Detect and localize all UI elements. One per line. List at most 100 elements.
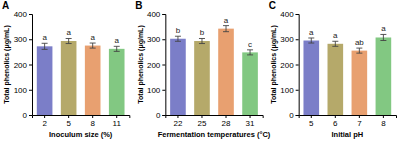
y-tick-label: 100 — [147, 86, 161, 95]
y-tick: 100 — [280, 86, 298, 95]
y-tick-mark — [29, 115, 32, 116]
error-bar-cap — [332, 46, 338, 47]
y-tick: 200 — [147, 61, 165, 70]
x-tick-mark — [116, 115, 117, 118]
y-axis: 0 100 200 300 400 — [280, 10, 299, 120]
y-tick: 100 — [14, 86, 32, 95]
annotations: aaaa — [42, 28, 119, 45]
y-axis-line — [162, 15, 166, 116]
y-axis-title: Total phenolics (μg/mL) — [3, 25, 11, 103]
panel-label: A — [2, 0, 9, 11]
y-tick-mark — [296, 14, 299, 15]
error-bar — [308, 38, 314, 43]
x-tick-label: 8 — [90, 119, 95, 128]
x-axis-line — [33, 116, 130, 119]
y-tick-label: 0 — [289, 111, 294, 120]
error-bar — [66, 38, 72, 43]
panel-label: B — [135, 0, 142, 11]
error-bar-stem — [44, 43, 45, 49]
x-tick-mark — [383, 115, 384, 118]
marks — [303, 34, 391, 115]
error-bar-cap — [66, 43, 72, 44]
y-tick-mark — [29, 90, 32, 91]
x-tick: 8 — [381, 115, 386, 128]
bar — [242, 52, 258, 115]
y-tick: 0 — [156, 111, 165, 120]
error-bar-cap — [66, 38, 72, 39]
significance-label: a — [381, 24, 386, 33]
panel: 01002003004005678aaabaInitial pHTotal ph… — [269, 0, 397, 139]
y-tick-label: 0 — [23, 111, 28, 120]
y-tick-label: 100 — [14, 86, 28, 95]
y-tick-mark — [29, 39, 32, 40]
bar — [37, 46, 53, 115]
error-bar-stem — [201, 38, 202, 43]
x-axis-line — [166, 116, 263, 119]
error-bar-cap — [175, 36, 181, 37]
error-bar-cap — [308, 43, 314, 44]
y-tick-label: 200 — [14, 61, 28, 70]
error-bar-stem — [335, 41, 336, 46]
error-bar-cap — [42, 49, 48, 50]
bar — [376, 37, 392, 115]
error-bar-stem — [359, 48, 360, 53]
error-bar — [42, 43, 48, 49]
y-axis-line — [296, 15, 300, 116]
y-tick-mark — [162, 90, 165, 91]
x-tick-label: 25 — [198, 119, 207, 128]
error-bar — [356, 48, 362, 53]
x-tick-label: 5 — [66, 119, 71, 128]
y-tick: 200 — [14, 61, 32, 70]
y-tick-mark — [29, 14, 32, 15]
error-bar-cap — [356, 48, 362, 49]
x-tick: 7 — [357, 115, 362, 128]
x-tick-mark — [250, 115, 251, 118]
y-tick-mark — [296, 65, 299, 66]
bar — [85, 46, 101, 115]
error-bar — [332, 41, 338, 46]
x-tick-mark — [359, 115, 360, 118]
y-tick-label: 300 — [280, 35, 294, 44]
y-tick: 200 — [280, 61, 298, 70]
bar — [170, 39, 186, 115]
y-tick-label: 400 — [280, 10, 294, 19]
y-tick-mark — [162, 65, 165, 66]
y-tick: 400 — [280, 10, 298, 19]
bar — [303, 41, 319, 115]
error-bar-cap — [247, 54, 253, 55]
x-tick-label: 6 — [333, 119, 338, 128]
error-bar-stem — [92, 43, 93, 48]
error-bar-cap — [199, 43, 205, 44]
y-tick: 100 — [147, 86, 165, 95]
x-tick: 31 — [246, 115, 255, 128]
x-axis-title: Initial pH — [331, 130, 363, 139]
error-bar-cap — [42, 43, 48, 44]
x-tick-mark — [44, 115, 45, 118]
y-tick-mark — [162, 115, 165, 116]
error-bar-stem — [226, 26, 227, 32]
y-tick-label: 300 — [147, 35, 161, 44]
error-bar — [223, 26, 229, 32]
x-axis: 25811 — [33, 115, 130, 128]
bar — [194, 41, 210, 115]
annotations: bbac — [176, 16, 252, 49]
x-axis: 22252831 — [166, 115, 263, 128]
error-bar-cap — [199, 38, 205, 39]
bar — [61, 41, 77, 115]
x-tick-mark — [92, 115, 93, 118]
plot-area: 0 100 200 300 400 22252831 bbac — [147, 10, 263, 128]
y-tick: 0 — [23, 111, 32, 120]
error-bar — [380, 34, 386, 40]
x-tick-label: 8 — [381, 119, 386, 128]
y-tick-mark — [296, 90, 299, 91]
x-tick: 6 — [333, 115, 338, 128]
error-bar — [199, 38, 205, 43]
y-tick: 400 — [147, 10, 165, 19]
y-tick-mark — [296, 115, 299, 116]
y-tick: 300 — [147, 35, 165, 44]
y-tick-mark — [162, 14, 165, 15]
error-bar-stem — [311, 38, 312, 43]
error-bar-cap — [308, 37, 314, 38]
x-tick-label: 31 — [246, 119, 255, 128]
significance-label: a — [224, 16, 229, 25]
